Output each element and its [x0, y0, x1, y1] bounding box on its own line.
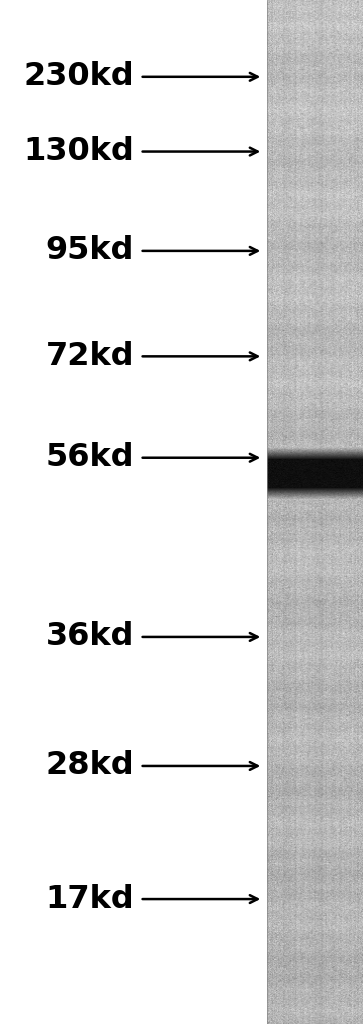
Text: 28kd: 28kd [46, 751, 134, 781]
Text: 72kd: 72kd [46, 341, 134, 372]
Text: 95kd: 95kd [46, 236, 134, 266]
Text: 36kd: 36kd [46, 622, 134, 652]
Text: 230kd: 230kd [24, 61, 134, 92]
Text: 56kd: 56kd [46, 442, 134, 473]
Text: 17kd: 17kd [46, 884, 134, 914]
Text: 130kd: 130kd [24, 136, 134, 167]
